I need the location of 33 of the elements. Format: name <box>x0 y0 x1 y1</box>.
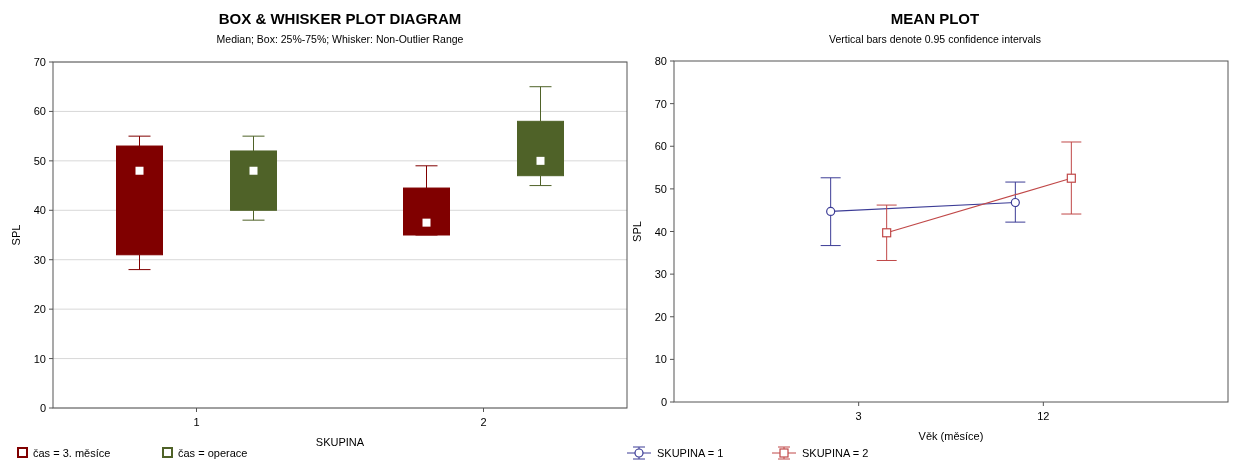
legend-label: SKUPINA = 1 <box>657 447 724 459</box>
y-tick-label: 70 <box>654 97 667 110</box>
x-tick-label: 2 <box>480 416 487 428</box>
chart-title: BOX & WHISKER PLOT DIAGRAM <box>218 10 462 27</box>
y-tick-label: 70 <box>33 56 46 68</box>
legend-label: čas = operace <box>178 447 248 459</box>
x-tick-label: 3 <box>855 410 862 422</box>
y-axis-title: SPL <box>631 221 643 242</box>
y-tick-label: 20 <box>654 310 667 323</box>
chart-subtitle: Median; Box: 25%-75%; Whisker: Non-Outlier Range <box>216 33 464 45</box>
x-axis-title: Věk (měsíce) <box>918 430 984 442</box>
y-tick-label: 0 <box>39 402 46 414</box>
y-tick-label: 0 <box>660 396 667 408</box>
y-axis-title: SPL <box>10 224 22 246</box>
chart-subtitle: Vertical bars denote 0.95 confidence intervals <box>829 33 1041 45</box>
y-tick-label: 80 <box>654 55 667 67</box>
legend-label: SKUPINA = 2 <box>802 447 869 459</box>
y-tick-label: 10 <box>33 352 46 365</box>
x-tick-label: 1 <box>193 416 200 428</box>
y-tick-label: 50 <box>654 182 667 195</box>
y-tick-label: 40 <box>33 204 46 217</box>
y-tick-label: 50 <box>33 154 46 167</box>
legend-label: čas = 3. měsíce <box>33 447 111 459</box>
y-tick-label: 60 <box>654 140 667 153</box>
y-tick-label: 30 <box>654 268 667 281</box>
y-tick-label: 10 <box>654 353 667 366</box>
y-tick-label: 60 <box>33 105 46 118</box>
chart-title: MEAN PLOT <box>890 10 980 27</box>
y-tick-label: 20 <box>33 303 46 316</box>
y-tick-label: 30 <box>33 253 46 266</box>
x-axis-title: SKUPINA <box>315 436 365 448</box>
y-tick-label: 40 <box>654 225 667 238</box>
x-tick-label: 12 <box>1037 410 1050 422</box>
